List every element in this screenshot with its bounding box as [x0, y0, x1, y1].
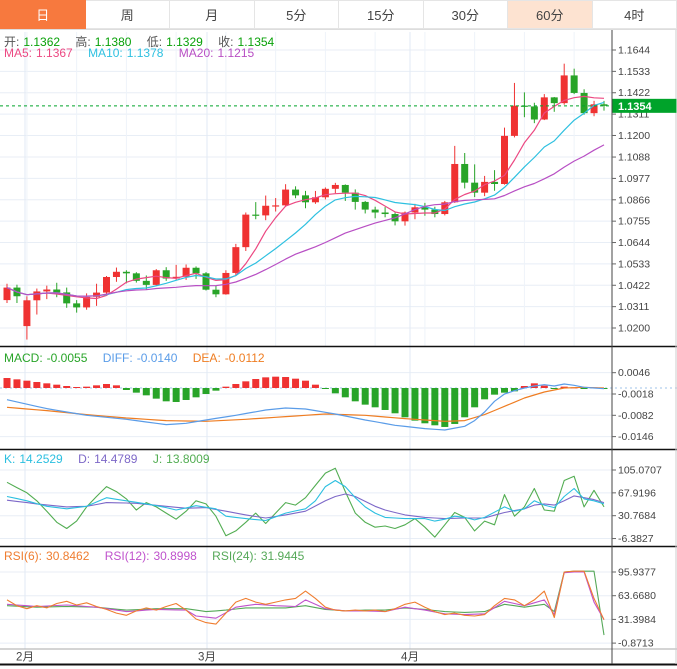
- low-label: 低:: [146, 35, 163, 49]
- svg-text:1.0977: 1.0977: [618, 173, 650, 185]
- diff-value: -0.0140: [136, 351, 178, 365]
- svg-text:3月: 3月: [198, 652, 216, 664]
- svg-text:1.1354: 1.1354: [618, 101, 653, 113]
- j-value: 13.8009: [166, 452, 210, 466]
- dea-value: -0.0112: [224, 351, 265, 365]
- tab-5min[interactable]: 5分: [254, 0, 339, 29]
- svg-text:4月: 4月: [401, 652, 419, 664]
- svg-text:-0.0146: -0.0146: [618, 431, 654, 443]
- rsi24-value: 31.9445: [260, 549, 305, 563]
- close-label: 收:: [218, 35, 234, 49]
- tab-day[interactable]: 日: [0, 0, 86, 29]
- kdj-legend: K: 14.2529 D: 14.4789 J: 13.8009: [4, 452, 214, 466]
- ma20-value: 1.1215: [217, 46, 255, 60]
- ma10-value: 1.1378: [126, 46, 164, 60]
- high-label: 高:: [75, 35, 91, 49]
- ma5-value: 1.1367: [36, 46, 73, 60]
- svg-text:-0.0082: -0.0082: [618, 410, 654, 422]
- ma20-label: MA20:: [178, 46, 214, 60]
- svg-text:1.0311: 1.0311: [618, 301, 649, 313]
- tab-month[interactable]: 月: [170, 0, 255, 29]
- svg-text:-0.8713: -0.8713: [618, 638, 654, 650]
- svg-text:-0.0018: -0.0018: [618, 388, 654, 400]
- svg-text:-6.3827: -6.3827: [618, 533, 654, 545]
- low-value: 1.1329: [166, 35, 203, 49]
- svg-text:0.0046: 0.0046: [618, 367, 650, 379]
- svg-text:1.1200: 1.1200: [618, 130, 650, 142]
- dea-label: DEA:: [192, 351, 221, 365]
- macd-label: MACD:: [4, 351, 43, 365]
- k-value: 14.2529: [19, 452, 63, 466]
- macd-legend: MACD: -0.0055 DIFF: -0.0140 DEA: -0.0112: [4, 351, 269, 365]
- rsi6-value: 30.8462: [46, 549, 90, 563]
- rsi12-value: 30.8998: [153, 549, 197, 563]
- k-label: K:: [4, 452, 16, 466]
- d-label: D:: [78, 452, 91, 466]
- svg-text:2月: 2月: [16, 652, 34, 664]
- svg-text:1.1644: 1.1644: [618, 45, 650, 57]
- svg-text:63.6680: 63.6680: [618, 590, 656, 602]
- d-value: 14.4789: [94, 452, 138, 466]
- close-value: 1.1354: [237, 35, 275, 49]
- j-label: J:: [152, 452, 163, 466]
- svg-text:67.9196: 67.9196: [618, 487, 656, 499]
- rsi-legend: RSI(6): 30.8462 RSI(12): 30.8998 RSI(24): 3…: [4, 549, 308, 563]
- svg-text:1.0866: 1.0866: [618, 194, 650, 206]
- ma5-label: MA5:: [4, 46, 33, 60]
- macd-value: -0.0055: [46, 351, 88, 365]
- rsi12-label: RSI(12):: [104, 549, 150, 563]
- rsi24-label: RSI(24):: [212, 549, 257, 563]
- svg-text:95.9377: 95.9377: [618, 567, 656, 579]
- svg-text:105.0707: 105.0707: [618, 465, 662, 477]
- svg-text:31.3984: 31.3984: [618, 614, 656, 626]
- rsi6-label: RSI(6):: [4, 549, 43, 563]
- tab-60min[interactable]: 60分: [508, 0, 593, 29]
- tab-30min[interactable]: 30分: [423, 0, 508, 29]
- diff-label: DIFF:: [102, 351, 133, 365]
- svg-text:1.0422: 1.0422: [618, 280, 650, 292]
- svg-text:1.1422: 1.1422: [618, 87, 650, 99]
- timeframe-toolbar: 日 周 月 5分 15分 30分 60分 4时: [0, 0, 677, 30]
- open-value: 1.1362: [23, 35, 61, 49]
- ma10-label: MA10:: [88, 46, 123, 60]
- ma-legend: MA5: 1.1367 MA10: 1.1378 MA20: 1.1215: [4, 46, 258, 60]
- svg-text:1.0755: 1.0755: [618, 216, 650, 228]
- high-value: 1.1380: [94, 35, 132, 49]
- svg-text:1.0644: 1.0644: [618, 237, 650, 249]
- svg-text:1.0533: 1.0533: [618, 258, 650, 270]
- svg-text:1.1088: 1.1088: [618, 152, 650, 164]
- ohlc-legend: 开: 1.1362 高: 1.1380 低: 1.1329 收: 1.1354: [4, 33, 278, 50]
- svg-text:1.0200: 1.0200: [618, 323, 650, 335]
- svg-text:30.7684: 30.7684: [618, 510, 656, 522]
- tab-4hour[interactable]: 4时: [592, 0, 677, 29]
- open-label: 开:: [4, 35, 20, 49]
- tab-15min[interactable]: 15分: [339, 0, 424, 29]
- tab-week[interactable]: 周: [85, 0, 170, 29]
- svg-text:1.1533: 1.1533: [618, 66, 650, 78]
